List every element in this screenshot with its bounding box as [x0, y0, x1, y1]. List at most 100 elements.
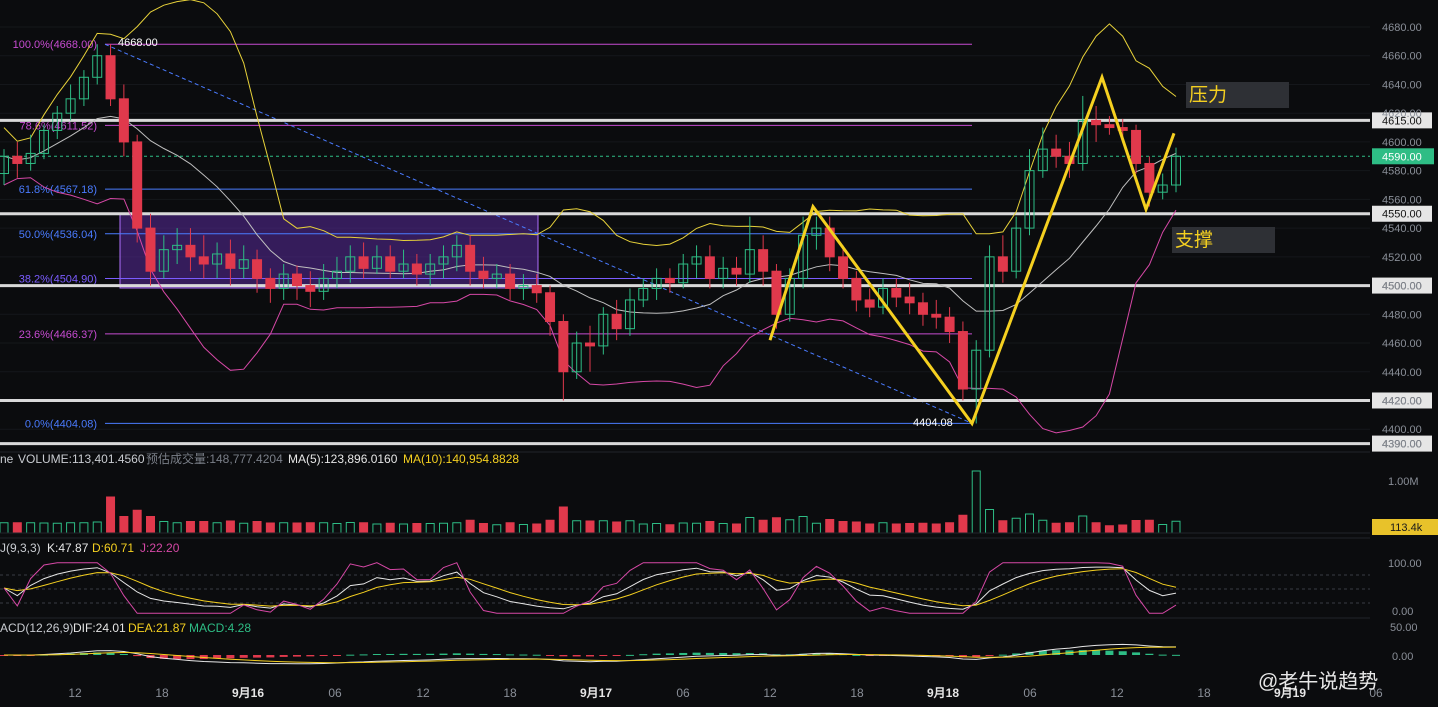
- macd-value: MACD:4.28: [189, 621, 251, 635]
- macd-bar: [279, 655, 288, 657]
- volume-bar: [971, 470, 981, 534]
- candle-body: [145, 227, 156, 272]
- time-tick-label: 9月17: [580, 686, 612, 700]
- price-tick-label: 4620.00: [1382, 108, 1422, 120]
- sr-tag-label: 4500.00: [1382, 281, 1422, 293]
- price-tick-label: 4420.00: [1382, 395, 1422, 407]
- volume-bar: [732, 523, 741, 534]
- volume-bar: [811, 522, 821, 534]
- candle-body: [252, 259, 263, 279]
- macd-axis-50: 50.00: [1390, 622, 1418, 634]
- price-tick-label: 4520.00: [1382, 252, 1422, 264]
- candle-body: [691, 256, 702, 265]
- volume-bar: [425, 523, 435, 534]
- candle-body: [651, 277, 662, 289]
- kdj-d: D:60.71: [92, 541, 134, 555]
- candle-body: [864, 299, 875, 308]
- candle-body: [1051, 148, 1062, 157]
- volume-ma10: MA(10):140,954.8828: [403, 452, 519, 466]
- fib-level-label: 38.2%(4504.90): [19, 274, 97, 286]
- macd-bar: [719, 652, 728, 655]
- volume-current-tag: 113.4k: [1390, 522, 1423, 534]
- macd-bar: [625, 654, 634, 656]
- candle-body: [997, 256, 1008, 272]
- volume-bar: [665, 524, 675, 534]
- sr-tag-label: 4550.00: [1382, 209, 1422, 221]
- candle-body: [851, 277, 862, 301]
- candle-body: [385, 256, 396, 272]
- volume-bar: [945, 522, 955, 534]
- price-tick-label: 4580.00: [1382, 166, 1422, 178]
- macd-bar: [732, 653, 741, 655]
- candle-body: [957, 331, 968, 390]
- fib-level-label: 61.8%(4567.18): [19, 184, 97, 196]
- candle-body: [611, 313, 622, 330]
- volume-pane-prefix: ne: [0, 452, 14, 466]
- fib-level-label: 100.0%(4668.00): [13, 39, 97, 51]
- kdj-j-line: [3, 562, 1177, 614]
- candle-body: [265, 277, 276, 289]
- kdj-axis-100: 100.00: [1388, 558, 1422, 570]
- candle-body: [78, 76, 89, 100]
- candle-body: [558, 320, 569, 373]
- candle-body: [212, 253, 223, 265]
- support-label-bg: [1172, 227, 1275, 253]
- macd-bar: [985, 655, 994, 656]
- candle-body: [664, 277, 675, 284]
- macd-bar: [426, 653, 435, 655]
- support-label: 支撑: [1175, 229, 1213, 251]
- sr-tag-bg: [1372, 392, 1432, 409]
- candle-body: [345, 256, 356, 272]
- trend-annotations: [768, 72, 1176, 427]
- candle-body: [678, 263, 689, 284]
- time-tick-label: 18: [850, 686, 864, 700]
- macd-name: ACD(12,26,9): [0, 621, 73, 635]
- volume-bar: [1038, 519, 1048, 534]
- candle-body: [1157, 184, 1168, 193]
- price-axis: 4680.00 4660.00 4640.00 4620.00 4600.00 4580.…: [1382, 22, 1422, 451]
- volume-bar: [52, 522, 62, 534]
- swing-high-label: 4668.00: [118, 37, 158, 49]
- volume-bar: [119, 516, 129, 534]
- candle-body: [931, 313, 942, 318]
- kdj-lines: [0, 562, 1370, 614]
- candle-body: [1091, 119, 1102, 126]
- volume-forecast: 预估成交量:148,777.4204: [146, 451, 283, 466]
- candle-body: [292, 273, 302, 287]
- macd-bar: [612, 655, 621, 656]
- candle-body: [278, 273, 289, 289]
- volume-bar: [878, 522, 888, 534]
- price-tick-label: 4560.00: [1382, 194, 1422, 206]
- candle-body: [904, 296, 915, 304]
- price-tick-label: 4460.00: [1382, 338, 1422, 350]
- volume-axis-label: 1.00M: [1388, 476, 1419, 488]
- macd-bar: [1025, 651, 1034, 655]
- time-tick-label: 9月16: [232, 686, 264, 700]
- macd-bar: [159, 655, 168, 659]
- time-tick-label: 06: [328, 686, 342, 700]
- price-tick-label: 4680.00: [1382, 22, 1422, 34]
- candle-body: [318, 277, 329, 292]
- volume-bar: [558, 506, 568, 534]
- macd-bar: [519, 654, 528, 656]
- macd-bar: [186, 655, 195, 660]
- volume-bar: [958, 514, 968, 534]
- bollinger-middle: [3, 115, 1177, 314]
- candle-body: [598, 313, 609, 347]
- macd-bar: [452, 653, 461, 655]
- volume-bar: [851, 521, 861, 534]
- macd-bar: [359, 654, 368, 656]
- macd-bar: [479, 653, 488, 655]
- candle-body: [52, 112, 63, 131]
- macd-bar: [772, 654, 781, 656]
- volume-bar: [0, 522, 9, 534]
- price-tick-label: 4400.00: [1382, 424, 1422, 436]
- macd-bar: [639, 654, 648, 656]
- macd-bar: [599, 655, 608, 656]
- volume-bar: [985, 509, 995, 534]
- candle-body: [1171, 155, 1181, 186]
- candle-body: [811, 227, 822, 236]
- macd-bar: [372, 654, 381, 656]
- candle-body: [531, 285, 542, 294]
